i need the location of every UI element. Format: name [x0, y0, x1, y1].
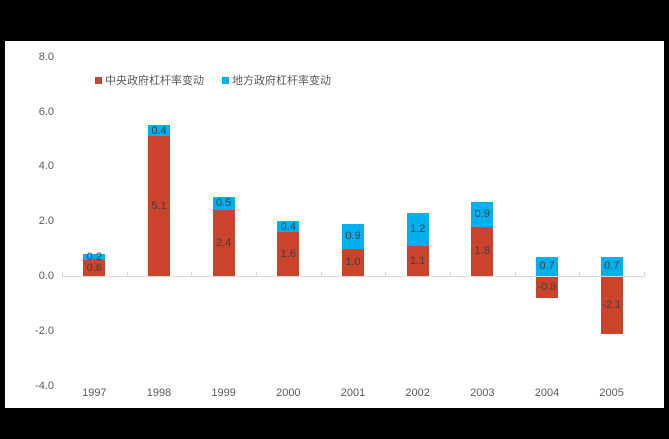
data-label: 0.6 — [86, 261, 102, 274]
x-tick-label: 1999 — [211, 387, 236, 399]
bar-local: 1.2 — [406, 212, 429, 246]
chart-panel: 8.0 6.0 4.0 2.0 0.0 -2.0 -4.0 0.6 0.2 1997 5.1 0.4… — [5, 41, 664, 408]
x-axis-tick — [450, 272, 451, 277]
x-axis-tick — [256, 272, 257, 277]
bar-central: 1.0 — [342, 248, 364, 276]
x-tick-label: 2003 — [470, 387, 495, 399]
data-label: -2.1 — [602, 298, 622, 311]
bar-central: -0.8 — [536, 276, 558, 298]
data-label: 0.4 — [280, 220, 296, 233]
legend-label: 中央政府杠杆率变动 — [105, 75, 204, 87]
x-axis-tick — [126, 272, 128, 277]
x-axis-tick — [320, 272, 322, 277]
data-label: 0.9 — [345, 230, 361, 243]
legend-swatch-icon — [95, 76, 102, 84]
data-label: 1.0 — [345, 256, 361, 269]
bar-central: 5.1 — [148, 136, 170, 276]
data-label: 1.1 — [410, 254, 426, 267]
legend-swatch-icon — [222, 76, 229, 84]
bar-central: 1.1 — [406, 245, 429, 276]
y-tick-label: 4.0 — [38, 160, 54, 173]
y-tick-label: -4.0 — [35, 379, 54, 392]
x-tick-label: 1998 — [146, 387, 172, 399]
x-axis-tick — [644, 272, 645, 277]
x-axis-tick — [579, 272, 581, 277]
bar-central: 1.8 — [471, 226, 494, 276]
bar-central: 1.6 — [277, 232, 300, 276]
x-tick-label: 1997 — [82, 387, 107, 399]
bar-local: 0.4 — [148, 124, 170, 137]
data-label: 0.7 — [604, 260, 620, 273]
bar-central: -2.1 — [600, 276, 623, 334]
data-label: 2.4 — [216, 237, 232, 250]
x-tick-label: 2002 — [405, 387, 430, 399]
bar-local: 0.9 — [342, 223, 364, 249]
x-axis-line — [62, 276, 644, 277]
legend-item: 中央政府杠杆率变动 — [95, 72, 204, 88]
y-tick-label: 2.0 — [38, 215, 54, 228]
bar-local: 0.2 — [83, 251, 106, 263]
bar-local: 0.9 — [471, 202, 494, 227]
y-tick-label: -2.0 — [35, 324, 54, 337]
data-label: -0.8 — [537, 280, 557, 293]
x-tick-label: 2004 — [534, 387, 560, 399]
bar-local: 0.7 — [600, 256, 623, 276]
bar-local: 0.4 — [277, 220, 300, 233]
x-tick-label: 2001 — [340, 387, 366, 399]
data-label: 0.4 — [151, 124, 167, 137]
data-label: 1.6 — [280, 248, 296, 261]
bar-local: 0.5 — [212, 196, 235, 211]
legend: 中央政府杠杆率变动 地方政府杠杆率变动 — [95, 72, 349, 88]
data-label: 0.2 — [86, 250, 102, 263]
x-axis-tick — [191, 272, 193, 277]
x-axis-tick — [62, 272, 63, 277]
legend-label: 地方政府杠杆率变动 — [232, 75, 331, 87]
x-tick-label: 2005 — [599, 387, 624, 399]
y-tick-label: 0.0 — [38, 270, 54, 282]
legend-item: 地方政府杠杆率变动 — [222, 72, 331, 88]
bar-local: 0.7 — [536, 256, 558, 276]
y-tick-label: 8.0 — [38, 50, 54, 63]
x-axis-tick — [514, 272, 516, 277]
bar-central: 0.6 — [83, 259, 106, 276]
x-axis-tick — [385, 272, 387, 277]
data-label: 5.1 — [151, 200, 167, 213]
data-label: 1.8 — [474, 245, 490, 258]
y-tick-label: 6.0 — [38, 105, 54, 118]
data-label: 0.5 — [216, 197, 232, 210]
bar-central: 2.4 — [212, 210, 235, 276]
data-label: 0.7 — [539, 260, 555, 273]
x-tick-label: 2000 — [276, 387, 301, 399]
data-label: 0.9 — [474, 208, 490, 221]
data-label: 1.2 — [410, 223, 426, 236]
